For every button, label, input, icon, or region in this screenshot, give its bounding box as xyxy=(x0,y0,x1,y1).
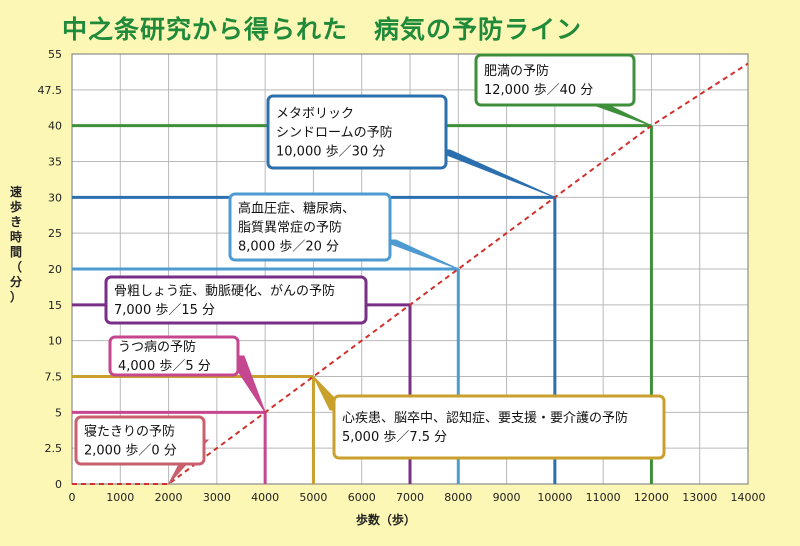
y-axis-label-char: き xyxy=(10,215,22,229)
y-tick-label: 20 xyxy=(48,263,62,276)
y-axis-label-char: 歩 xyxy=(10,199,22,214)
x-tick-label: 5000 xyxy=(299,491,327,504)
x-tick-label: 3000 xyxy=(203,491,231,504)
y-axis-label-char: 速 xyxy=(10,184,22,199)
y-tick-label: 25 xyxy=(48,227,62,240)
y-axis-label-char: 時 xyxy=(10,229,22,244)
x-tick-label: 6000 xyxy=(348,491,376,504)
x-tick-label: 12000 xyxy=(634,491,669,504)
y-tick-label: 5 xyxy=(55,406,62,419)
callout-label: 10,000 歩／30 分 xyxy=(276,145,385,160)
callout-label: シンドロームの予防 xyxy=(276,125,393,141)
callout-label: 2,000 歩／0 分 xyxy=(84,444,177,459)
x-tick-label: 2000 xyxy=(155,491,183,504)
y-axis-label-char: （ xyxy=(10,259,22,274)
y-axis-label-char: 分 xyxy=(10,274,22,289)
y-tick-label: 30 xyxy=(48,191,62,204)
callout-label: メタボリック xyxy=(276,107,354,122)
x-tick-label: 13000 xyxy=(682,491,717,504)
callout-label: 8,000 歩／20 分 xyxy=(238,240,339,255)
y-tick-label: 15 xyxy=(48,299,62,312)
callout-label: 7,000 歩／15 分 xyxy=(114,303,215,318)
callout-box xyxy=(266,94,448,170)
x-axis-label: 歩数（歩） xyxy=(356,512,416,527)
callout-label: 肥満の予防 xyxy=(484,63,549,79)
callout-box xyxy=(332,394,666,460)
callout-box xyxy=(104,275,368,325)
callout-label: 12,000 歩／40 分 xyxy=(484,83,593,98)
y-tick-label: 10 xyxy=(48,335,62,348)
y-axis-label-char: ） xyxy=(10,289,22,304)
x-tick-label: 11000 xyxy=(586,491,621,504)
x-tick-label: 4000 xyxy=(251,491,279,504)
callout-box xyxy=(228,192,392,262)
callout-label: 5,000 歩／7.5 分 xyxy=(342,430,447,445)
callout-label: 寝たきりの予防 xyxy=(84,424,175,440)
x-tick-label: 7000 xyxy=(396,491,424,504)
y-tick-label: 47.5 xyxy=(38,84,63,97)
x-tick-label: 1000 xyxy=(106,491,134,504)
y-tick-label: 2.5 xyxy=(45,442,63,455)
callout-label: 高血圧症、糖尿病、 xyxy=(238,201,355,217)
callout-label: 4,000 歩／5 分 xyxy=(118,359,211,374)
callout-label: うつ病の予防 xyxy=(118,339,196,355)
callout-label: 脂質異常症の予防 xyxy=(238,220,342,236)
x-tick-label: 10000 xyxy=(537,491,572,504)
y-axis-label-char: 間 xyxy=(10,245,22,259)
callout-box xyxy=(474,53,636,107)
callout-label: 心疾患、脳卒中、認知症、要支援・要介護の予防 xyxy=(342,410,628,426)
x-tick-label: 9000 xyxy=(493,491,521,504)
x-tick-label: 0 xyxy=(69,491,76,504)
x-tick-label: 14000 xyxy=(731,491,766,504)
callout-box xyxy=(74,415,206,466)
y-tick-label: 7.5 xyxy=(45,371,63,384)
callout-box xyxy=(108,335,240,377)
chart-title: 中之条研究から得られた 病気の予防ライン xyxy=(62,15,583,44)
y-tick-label: 40 xyxy=(48,120,62,133)
x-tick-label: 8000 xyxy=(444,491,472,504)
callout-label: 骨粗しょう症、動脈硬化、がんの予防 xyxy=(114,283,335,299)
y-tick-label: 55 xyxy=(48,48,62,61)
y-tick-label: 35 xyxy=(48,156,62,169)
y-tick-label: 0 xyxy=(55,478,62,491)
